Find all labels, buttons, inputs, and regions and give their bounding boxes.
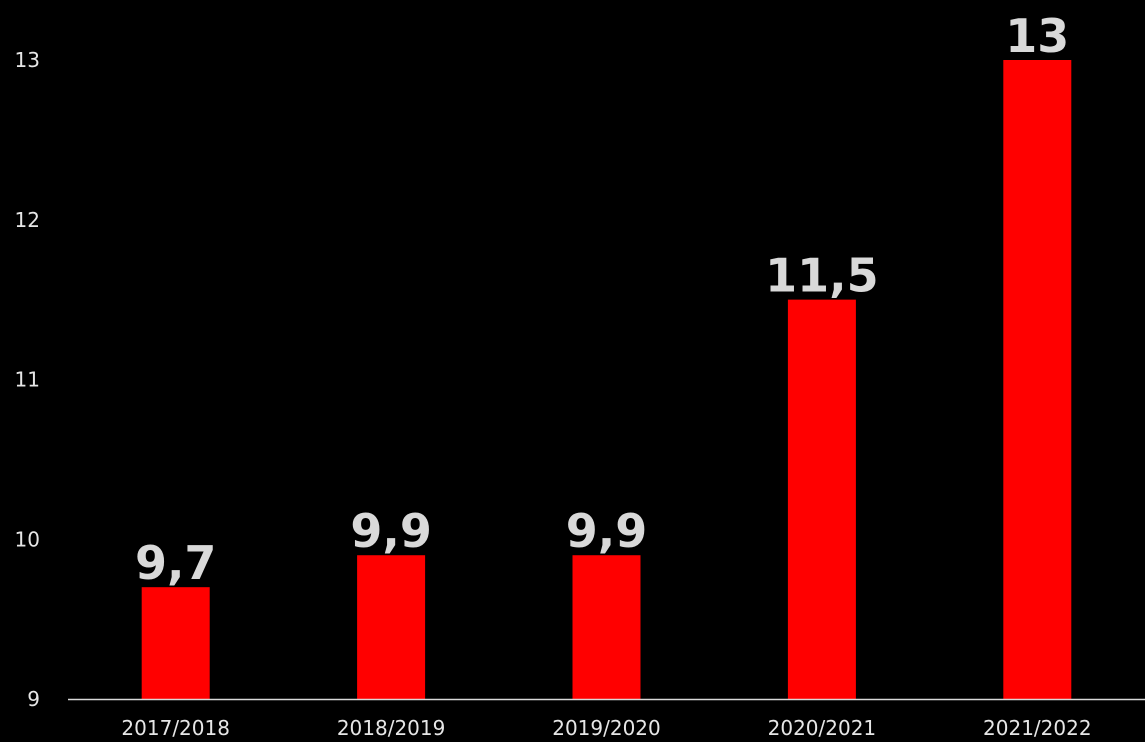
y-tick-label: 13 bbox=[15, 48, 40, 72]
y-tick-label: 10 bbox=[15, 527, 40, 551]
y-tick-label: 12 bbox=[15, 208, 40, 232]
data-label: 11,5 bbox=[765, 249, 879, 303]
x-axis-category-labels: 2017/2018 2018/2019 2019/2020 2020/2021 2021… bbox=[121, 716, 1091, 740]
y-axis-ticks: 9 10 11 12 13 bbox=[15, 48, 40, 711]
x-tick-label: 2020/2021 bbox=[768, 716, 877, 740]
x-tick-label: 2017/2018 bbox=[121, 716, 230, 740]
x-tick-label: 2021/2022 bbox=[983, 716, 1092, 740]
data-labels: 9,7 9,9 9,9 11,5 13 bbox=[135, 9, 1069, 590]
y-tick-label: 9 bbox=[27, 687, 40, 711]
bar-series bbox=[141, 60, 1072, 699]
bar bbox=[357, 555, 426, 699]
x-tick-label: 2019/2020 bbox=[552, 716, 661, 740]
data-label: 9,7 bbox=[135, 536, 217, 590]
y-tick-label: 11 bbox=[15, 368, 40, 392]
bar bbox=[1003, 60, 1072, 699]
bar bbox=[572, 555, 641, 699]
data-label: 9,9 bbox=[350, 504, 432, 558]
bar bbox=[787, 299, 856, 699]
data-label: 9,9 bbox=[566, 504, 648, 558]
x-tick-label: 2018/2019 bbox=[337, 716, 446, 740]
bar bbox=[141, 587, 210, 699]
data-label: 13 bbox=[1005, 9, 1069, 63]
